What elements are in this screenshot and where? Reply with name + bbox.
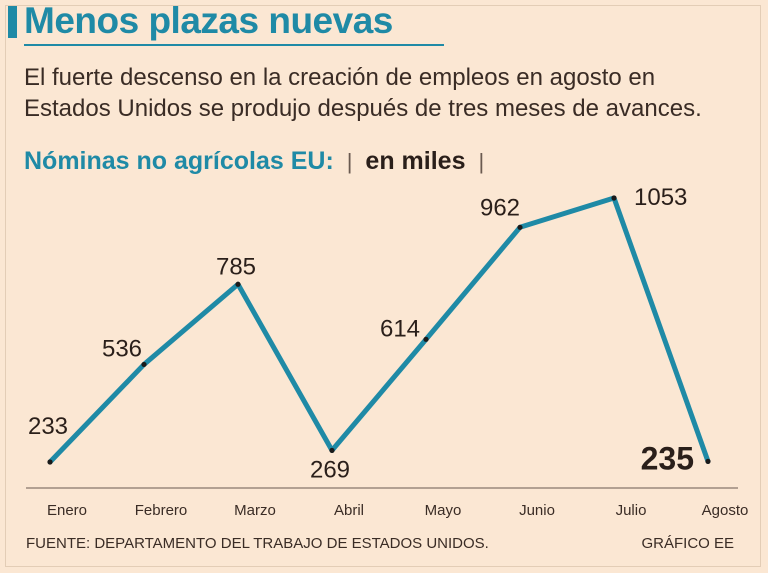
- x-tick-label: Agosto: [702, 502, 749, 519]
- subtitle: El fuerte descenso en la creación de emp…: [24, 64, 702, 122]
- data-point: [47, 459, 53, 465]
- x-tick-label: Marzo: [234, 502, 276, 519]
- data-label: 785: [216, 253, 256, 280]
- data-point: [705, 458, 711, 464]
- data-point: [423, 336, 429, 342]
- chart-heading-main: Nóminas no agrícolas EU:: [24, 147, 334, 175]
- footer-source: FUENTE: DEPARTAMENTO DEL TRABAJO DE ESTA…: [26, 535, 489, 552]
- data-point: [235, 281, 241, 287]
- chart-heading-separator-left: |: [346, 149, 353, 174]
- x-tick-label: Julio: [616, 502, 647, 519]
- graphic-frame: [5, 5, 761, 567]
- chart-heading-separator-right: |: [478, 149, 485, 174]
- title-accent-bar: [8, 6, 17, 38]
- data-label: 614: [380, 315, 420, 342]
- data-point: [517, 224, 523, 230]
- x-tick-label: Enero: [47, 502, 87, 519]
- data-label: 962: [480, 194, 520, 221]
- data-label: 269: [310, 456, 350, 483]
- x-tick-label: Abril: [334, 502, 364, 519]
- page-title: Menos plazas nuevas: [24, 0, 393, 41]
- chart-heading-unit: en miles: [365, 147, 466, 175]
- data-point: [329, 447, 335, 454]
- x-tick-label: Febrero: [135, 502, 188, 519]
- data-label: 1053: [634, 184, 687, 211]
- footer-credit: GRÁFICO EE: [641, 535, 734, 552]
- chart-heading: Nóminas no agrícolas EU: | en miles |: [24, 147, 490, 176]
- x-tick-label: Mayo: [425, 502, 462, 519]
- data-point: [141, 361, 147, 368]
- title-underline: [24, 44, 444, 46]
- data-label: 536: [102, 335, 142, 362]
- data-label-highlight: 235: [641, 440, 694, 476]
- data-point: [611, 195, 617, 201]
- series-line: [47, 195, 711, 465]
- x-tick-label: Junio: [519, 502, 555, 519]
- data-label: 233: [28, 413, 68, 440]
